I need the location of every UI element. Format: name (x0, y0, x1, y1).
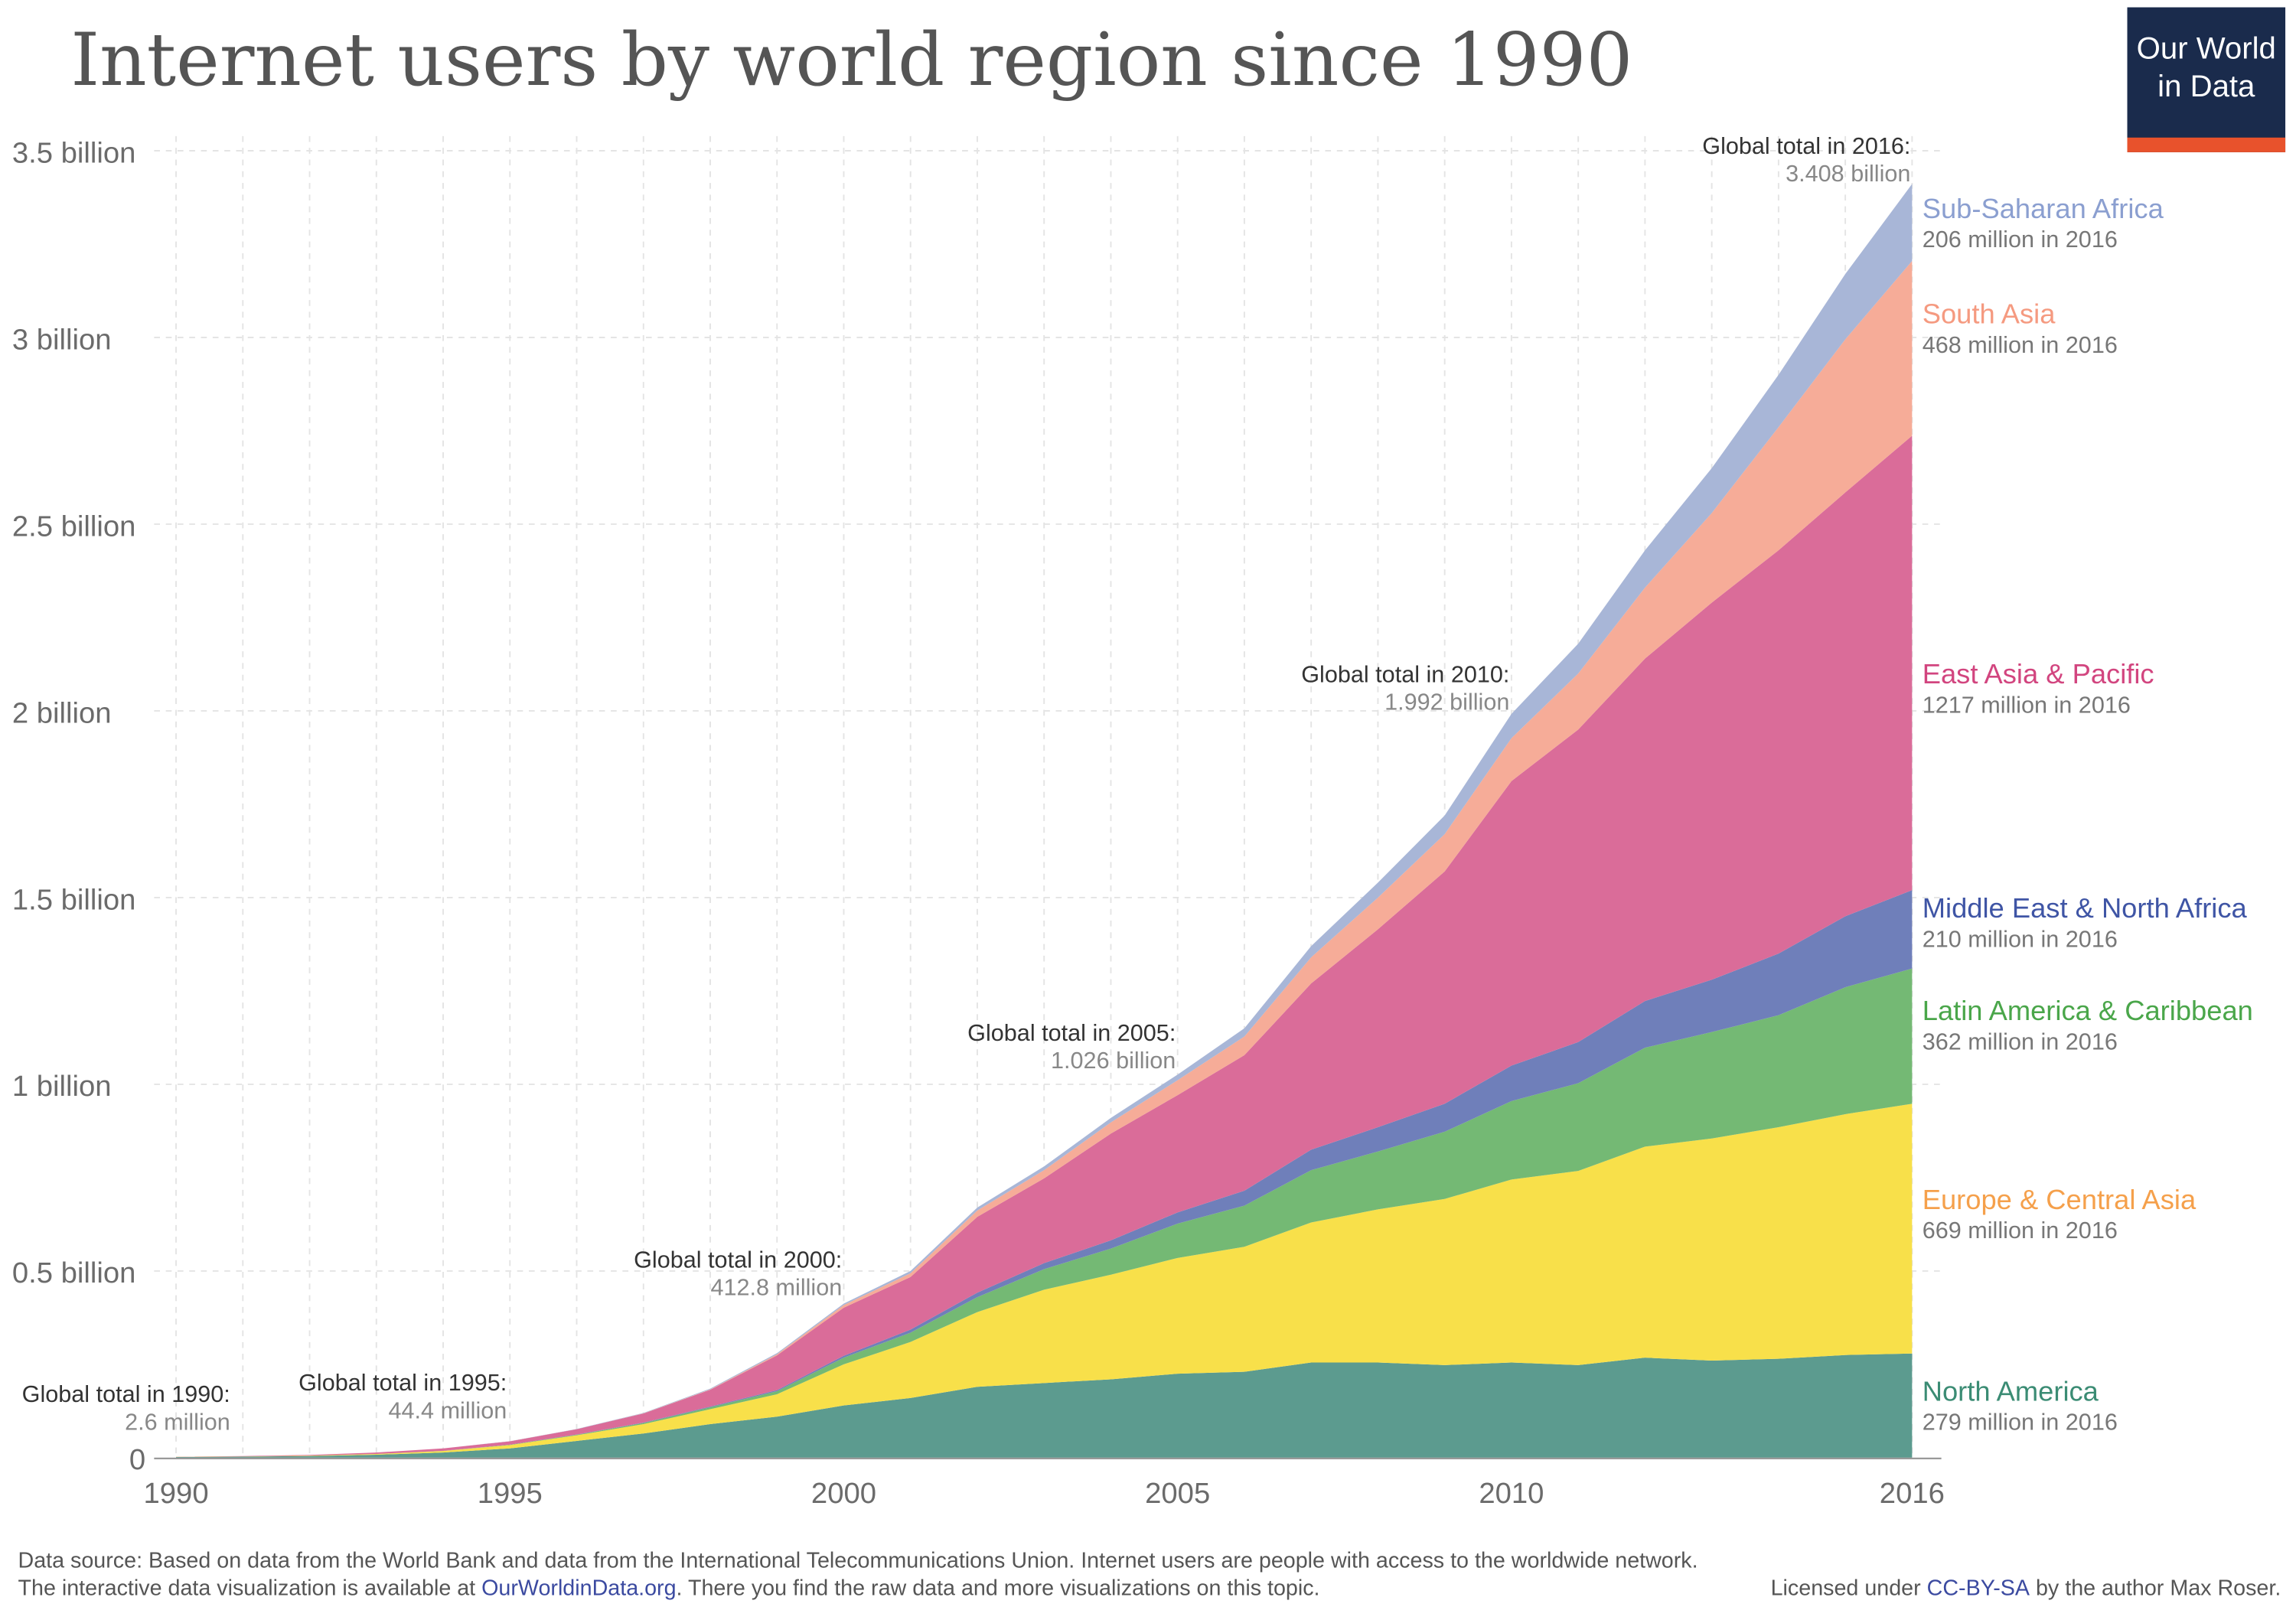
y-tick-label: 2.5 billion (12, 510, 136, 543)
area-east-asia-pacific (176, 435, 1913, 1457)
y-tick-label: 2 billion (12, 696, 112, 729)
x-tick-label: 1995 (478, 1477, 543, 1510)
annotation-value: 1.992 billion (1384, 689, 1509, 715)
annotation-value: 3.408 billion (1786, 161, 1910, 187)
series-label: Middle East & North Africa (1923, 892, 2248, 924)
logo-background (2127, 7, 2286, 152)
annotation-label: Global total in 2005: (967, 1020, 1176, 1046)
stacked-areas (176, 184, 1913, 1458)
logo-line2: in Data (2157, 69, 2255, 103)
series-label: East Asia & Pacific (1923, 658, 2154, 689)
series-label: Latin America & Caribbean (1923, 995, 2253, 1026)
x-tick-label: 2000 (811, 1477, 876, 1510)
series-2016-value: 669 million in 2016 (1923, 1217, 2118, 1244)
x-tick-label: 2010 (1479, 1477, 1544, 1510)
annotation-label: Global total in 1995: (298, 1370, 507, 1396)
series-label: Europe & Central Asia (1923, 1184, 2197, 1215)
x-tick-label: 1990 (144, 1477, 209, 1510)
annotation-value: 44.4 million (389, 1397, 507, 1423)
series-label: South Asia (1923, 298, 2056, 330)
series-label: North America (1923, 1375, 2099, 1407)
y-tick-label: 3 billion (12, 323, 112, 356)
license-text-a: Licensed under (1771, 1576, 1927, 1601)
area-north-america (176, 1353, 1913, 1458)
annotation-value: 2.6 million (125, 1410, 230, 1436)
footer-license: Licensed under CC-BY-SA by the author Ma… (1771, 1576, 2281, 1601)
annotation-label: Global total in 2010: (1301, 661, 1509, 687)
license-text-b: by the author Max Roser. (2030, 1576, 2281, 1601)
area-europe-central-asia (176, 1103, 1913, 1457)
footer-text-a: The interactive data visualization is av… (18, 1576, 481, 1601)
y-tick-label: 3.5 billion (12, 136, 136, 169)
x-axis-ticks: 1990 1995 2000 2005 2010 2016 (144, 1477, 1945, 1510)
y-tick-label: 0 (129, 1443, 145, 1476)
x-tick-label: 2005 (1145, 1477, 1210, 1510)
series-label: Sub-Saharan Africa (1923, 193, 2164, 224)
annotation-label: Global total in 1990: (22, 1381, 230, 1407)
license-link[interactable]: CC-BY-SA (1927, 1576, 2030, 1601)
owid-logo[interactable]: Our World in Data (2127, 7, 2286, 152)
global-total-annotations: Global total in 1990: 2.6 million Global t… (22, 133, 1911, 1436)
y-tick-label: 0.5 billion (12, 1257, 136, 1289)
series-2016-value: 210 million in 2016 (1923, 926, 2118, 952)
footer: Data source: Based on data from the Worl… (18, 1548, 2281, 1600)
annotation-label: Global total in 2016: (1702, 133, 1910, 159)
logo-line1: Our World (2137, 31, 2276, 66)
y-tick-label: 1.5 billion (12, 883, 136, 916)
footer-text-b: . There you find the raw data and more v… (677, 1576, 1320, 1601)
page-title: Internet users by world region since 199… (70, 17, 1632, 103)
annotation-value: 412.8 million (711, 1275, 843, 1301)
series-2016-value: 362 million in 2016 (1923, 1028, 2118, 1054)
series-labels: North America 279 million in 2016 Europe &… (1923, 193, 2253, 1436)
series-2016-value: 279 million in 2016 (1923, 1410, 2118, 1436)
footer-source: Data source: Based on data from the Worl… (18, 1548, 1698, 1573)
annotation-value: 1.026 billion (1051, 1048, 1176, 1074)
y-axis-ticks: 0 0.5 billion 1 billion 1.5 billion 2 billio… (12, 136, 145, 1476)
y-tick-label: 1 billion (12, 1070, 112, 1103)
x-tick-label: 2016 (1880, 1477, 1945, 1510)
series-2016-value: 206 million in 2016 (1923, 227, 2118, 253)
series-2016-value: 1217 million in 2016 (1923, 692, 2131, 718)
series-2016-value: 468 million in 2016 (1923, 332, 2118, 358)
annotation-label: Global total in 2000: (634, 1247, 842, 1273)
owid-link[interactable]: OurWorldinData.org (481, 1576, 676, 1601)
logo-accent-bar (2127, 137, 2286, 152)
footer-availability: The interactive data visualization is av… (18, 1576, 1319, 1601)
